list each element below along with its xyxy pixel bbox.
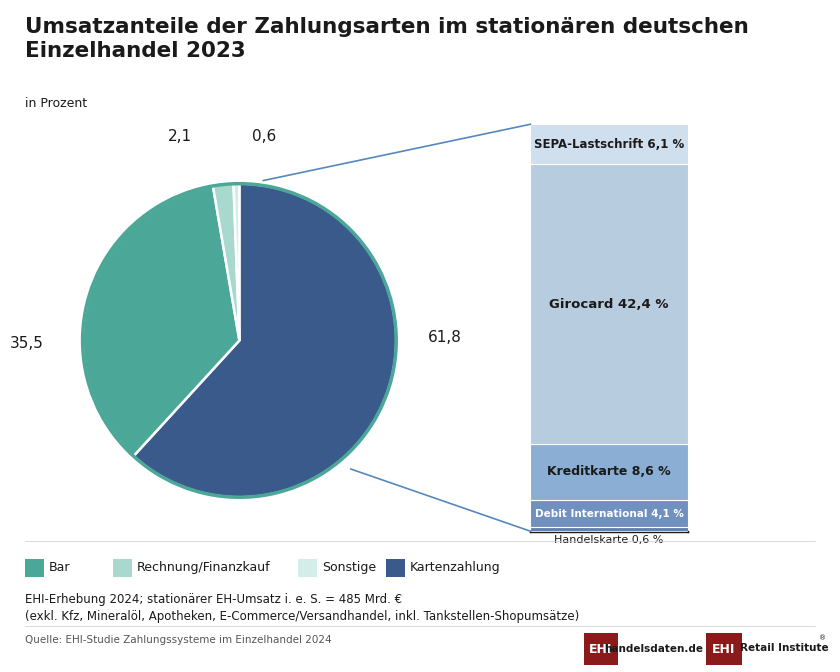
Text: Handelskarte 0,6 %: Handelskarte 0,6 % bbox=[554, 534, 664, 544]
Wedge shape bbox=[134, 183, 396, 497]
Text: EHI: EHI bbox=[589, 642, 612, 656]
Bar bbox=[531, 165, 687, 444]
Bar bbox=[531, 444, 687, 500]
Text: 0,6: 0,6 bbox=[252, 130, 276, 144]
Text: Sonstige: Sonstige bbox=[322, 561, 375, 575]
Text: Bar: Bar bbox=[49, 561, 71, 575]
Text: 35,5: 35,5 bbox=[9, 336, 44, 351]
Text: Retail Institute: Retail Institute bbox=[740, 642, 829, 653]
Text: (exkl. Kfz, Mineralöl, Apotheken, E-Commerce/Versandhandel, inkl. Tankstellen-Sh: (exkl. Kfz, Mineralöl, Apotheken, E-Comm… bbox=[25, 610, 580, 623]
Text: ®: ® bbox=[819, 635, 826, 641]
Bar bbox=[706, 633, 743, 665]
Text: Rechnung/Finanzkauf: Rechnung/Finanzkauf bbox=[137, 561, 270, 575]
Text: SEPA-Lastschrift 6,1 %: SEPA-Lastschrift 6,1 % bbox=[534, 138, 684, 151]
Text: Girocard 42,4 %: Girocard 42,4 % bbox=[549, 298, 669, 310]
Text: 2,1: 2,1 bbox=[168, 130, 192, 144]
Text: Kartenzahlung: Kartenzahlung bbox=[410, 561, 501, 575]
Bar bbox=[584, 633, 618, 665]
Text: EHI: EHI bbox=[712, 642, 736, 656]
Text: in Prozent: in Prozent bbox=[25, 97, 87, 110]
Text: Quelle: EHI-Studie Zahlungssysteme im Einzelhandel 2024: Quelle: EHI-Studie Zahlungssysteme im Ei… bbox=[25, 635, 332, 645]
Bar bbox=[531, 500, 687, 528]
Text: Debit International 4,1 %: Debit International 4,1 % bbox=[534, 509, 684, 519]
Wedge shape bbox=[213, 183, 239, 341]
Text: handelsdaten.de: handelsdaten.de bbox=[605, 644, 704, 654]
Wedge shape bbox=[234, 183, 239, 341]
Bar bbox=[531, 528, 687, 532]
Text: EHI-Erhebung 2024; stationärer EH-Umsatz i. e. S. = 485 Mrd. €: EHI-Erhebung 2024; stationärer EH-Umsatz… bbox=[25, 593, 402, 605]
Text: 61,8: 61,8 bbox=[428, 330, 461, 345]
Text: Kreditkarte 8,6 %: Kreditkarte 8,6 % bbox=[547, 466, 671, 478]
Wedge shape bbox=[82, 186, 239, 456]
Text: Umsatzanteile der Zahlungsarten im stationären deutschen
Einzelhandel 2023: Umsatzanteile der Zahlungsarten im stati… bbox=[25, 17, 749, 60]
Bar bbox=[531, 124, 687, 165]
